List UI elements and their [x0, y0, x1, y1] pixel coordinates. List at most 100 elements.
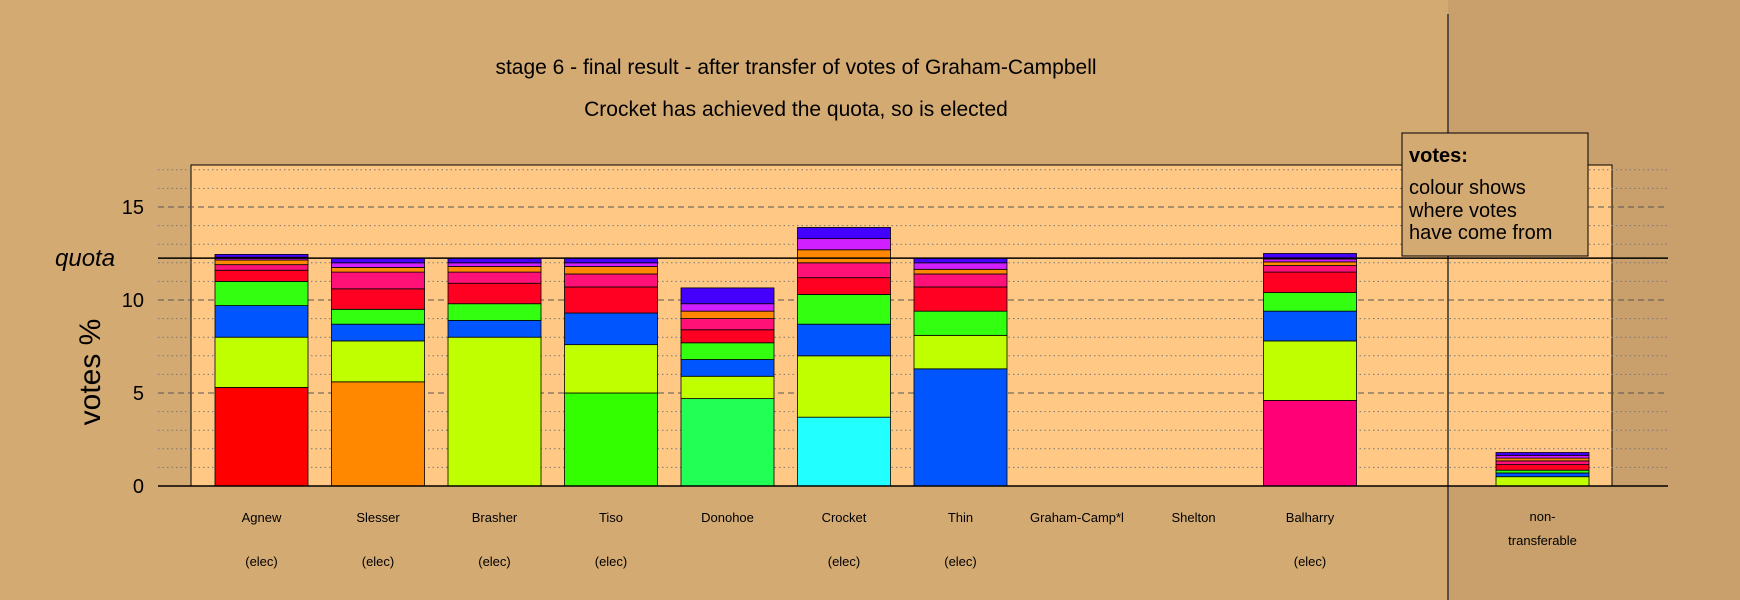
bar-segment-tiso: [564, 286, 658, 314]
bar-segment-crocket: [797, 294, 891, 325]
category-label: Shelton: [1171, 510, 1215, 525]
bars: [214, 227, 1590, 487]
bar-segment-crocket: [797, 323, 891, 357]
bar-segment-donohoe: [680, 287, 775, 305]
bar-segment-brasher: [447, 303, 542, 321]
bar-segment-balharry: [1263, 310, 1357, 342]
y-tick-label: 0: [133, 476, 144, 498]
category-label: Brasher: [472, 510, 518, 525]
bar-segment-agnew: [214, 259, 309, 266]
bar-segment-slesser: [331, 381, 425, 487]
elected-status-label: (elec): [1294, 554, 1327, 569]
bar-segment-balharry: [1263, 258, 1357, 263]
bar-segment-tiso: [564, 392, 658, 487]
bar-segment-brasher: [447, 262, 542, 267]
y-tick-label: 10: [122, 290, 144, 312]
bar-segment-crocket: [797, 249, 891, 264]
category-label: Tiso: [599, 510, 623, 525]
bar-segment-non-transferable: [1495, 460, 1590, 466]
bar-segment-non-transferable: [1495, 472, 1590, 478]
bar-segment-crocket: [797, 262, 891, 279]
bar-segment-donohoe: [680, 303, 775, 312]
bar-segment-balharry: [1263, 271, 1357, 293]
bar-segment-brasher: [447, 271, 542, 284]
bar-segment-slesser: [331, 323, 425, 342]
bar-segment-thin: [913, 334, 1008, 370]
bar-segment-non-transferable: [1495, 476, 1590, 487]
bar-segment-thin: [913, 273, 1008, 288]
bar-segment-agnew: [214, 305, 309, 338]
bar-segment-non-transferable: [1495, 454, 1590, 459]
elected-status-label: (elec): [478, 554, 511, 569]
quota-label: quota: [55, 245, 115, 272]
bar-segment-brasher: [447, 336, 542, 487]
bar-segment-non-transferable: [1495, 457, 1590, 462]
category-label: transferable: [1508, 533, 1577, 548]
bar-segment-thin: [913, 368, 1008, 487]
bar-segment-crocket: [797, 238, 891, 251]
bar-segment-donohoe: [680, 359, 775, 377]
bar-segment-slesser: [331, 271, 425, 290]
bar-segment-balharry: [1263, 253, 1357, 260]
elected-status-label: (elec): [595, 554, 628, 569]
bar-segment-brasher: [447, 282, 542, 305]
elected-status-label: (elec): [245, 554, 278, 569]
category-labels: Agnew (elec) Slesser (elec) Brasher (elec) Tis…: [242, 509, 1577, 569]
legend-title: votes:: [1409, 145, 1468, 167]
bar-segment-donohoe: [680, 329, 775, 344]
category-label: Balharry: [1286, 510, 1335, 525]
category-label: Donohoe: [701, 510, 754, 525]
bar-segment-tiso: [564, 266, 658, 275]
bar-segment-donohoe: [680, 398, 775, 487]
category-label: Agnew: [242, 510, 282, 525]
bar-segment-balharry: [1263, 340, 1357, 401]
bar-segment-brasher: [447, 266, 542, 273]
bar-segment-slesser: [331, 262, 425, 268]
elected-status-label: (elec): [944, 554, 977, 569]
bar-segment-thin: [913, 262, 1008, 270]
chart-subtitle: Crocket has achieved the quota, so is el…: [584, 98, 1008, 121]
bar-segment-thin: [913, 286, 1008, 312]
bar-segment-crocket: [797, 355, 891, 418]
bar-segment-tiso: [564, 273, 658, 288]
bar-segment-agnew: [214, 254, 309, 258]
bar-segment-tiso: [564, 312, 658, 346]
bar-segment-brasher: [447, 320, 542, 338]
bar-segment-donohoe: [680, 375, 775, 399]
y-tick-label: 15: [122, 197, 144, 219]
category-label: Thin: [948, 510, 973, 525]
bar-segment-balharry: [1263, 261, 1357, 266]
bar-segment-tiso: [564, 344, 658, 394]
bar-segment-balharry: [1263, 400, 1357, 487]
bar-segment-thin: [913, 268, 1008, 275]
bar-segment-non-transferable: [1495, 452, 1590, 456]
y-tick-label: 5: [133, 383, 144, 405]
bar-segment-agnew: [214, 264, 309, 271]
bar-segment-agnew: [214, 336, 309, 388]
bar-segment-tiso: [564, 262, 658, 267]
bar-segment-crocket: [797, 416, 891, 487]
bar-segment-thin: [913, 310, 1008, 336]
bar-segment-slesser: [331, 308, 425, 325]
bar-segment-slesser: [331, 267, 425, 273]
category-label: non-: [1529, 509, 1555, 524]
legend-line-3: have come from: [1409, 222, 1552, 244]
bar-segment-non-transferable: [1495, 464, 1590, 471]
category-label: Crocket: [822, 510, 867, 525]
legend-line-2: where votes: [1408, 200, 1517, 222]
bar-segment-crocket: [797, 277, 891, 295]
category-label: Graham-Camp*l: [1030, 510, 1124, 525]
bar-segment-donohoe: [680, 310, 775, 320]
bar-segment-slesser: [331, 288, 425, 310]
bar-segment-agnew: [214, 387, 309, 487]
bar-segment-agnew: [214, 269, 309, 282]
y-axis-label: votes %: [74, 319, 107, 426]
bar-segment-slesser: [331, 340, 425, 383]
bar-segment-donohoe: [680, 318, 775, 331]
elected-status-label: (elec): [828, 554, 861, 569]
bar-segment-balharry: [1263, 265, 1357, 273]
bar-segment-balharry: [1263, 292, 1357, 312]
y-axis-ticks: 0 5 10 15: [122, 197, 144, 498]
bar-segment-non-transferable: [1495, 469, 1590, 474]
